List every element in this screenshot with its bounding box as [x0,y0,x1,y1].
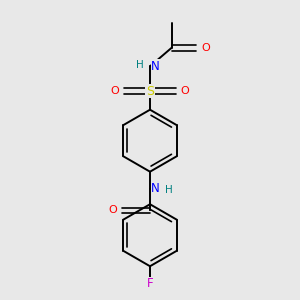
Text: O: O [201,43,210,53]
Text: H: H [165,185,173,195]
Text: O: O [181,86,189,96]
Text: O: O [111,86,119,96]
Text: H: H [136,60,144,70]
Text: N: N [151,60,160,73]
Text: S: S [146,85,154,98]
Text: N: N [151,182,160,195]
Text: O: O [108,206,117,215]
Text: F: F [147,278,153,290]
